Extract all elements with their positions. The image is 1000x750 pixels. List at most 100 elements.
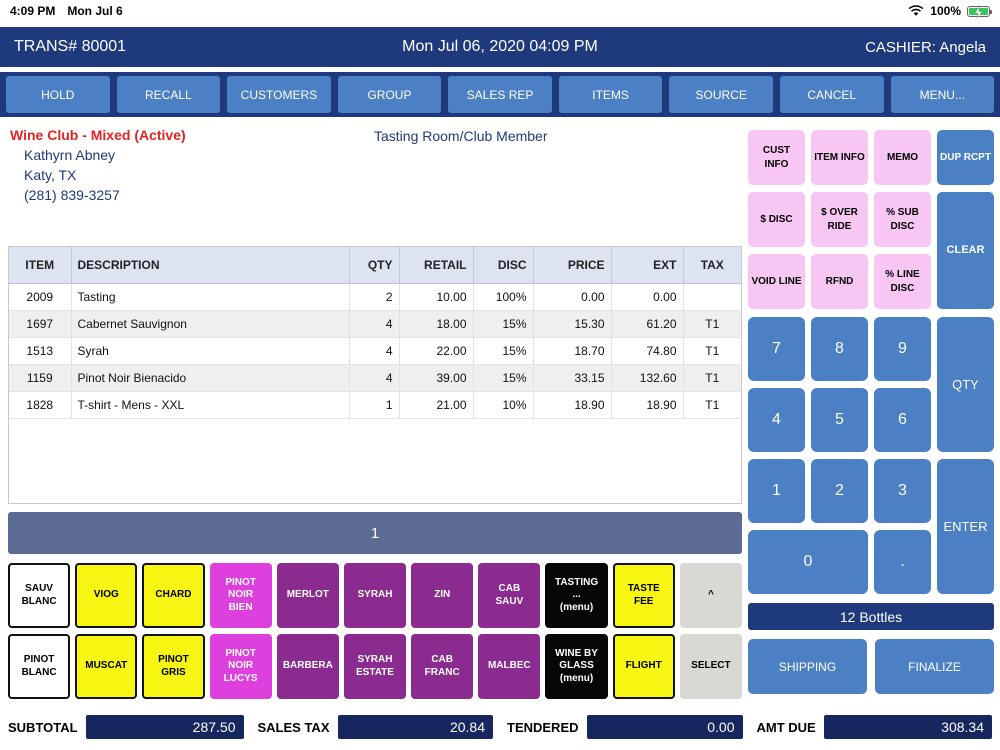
numpad-1-key[interactable]: 1: [748, 459, 805, 523]
totals-bar: SUBTOTAL 287.50 SALES TAX 20.84 TENDERED 0.00…: [0, 712, 1000, 742]
bottle-count-bar: 12 Bottles: [748, 603, 994, 630]
total-amt-due: AMT DUE 308.34: [757, 715, 992, 739]
rfnd-button[interactable]: RFND: [811, 254, 868, 309]
product-pinot-gris-button[interactable]: PINOT GRIS: [142, 634, 205, 699]
product-pinot-noir-lucys-button[interactable]: PINOT NOIR LUCYS: [209, 634, 272, 699]
customer-name: Kathyrn Abney: [24, 146, 116, 163]
item-info-button[interactable]: ITEM INFO: [811, 130, 868, 185]
total-value: 20.84: [337, 715, 493, 739]
cell-item: 1513: [9, 337, 72, 365]
numpad-2-key[interactable]: 2: [811, 459, 868, 523]
page-indicator-bar[interactable]: 1: [8, 512, 742, 554]
numpad-qty-key[interactable]: QTY: [937, 317, 994, 452]
right-panel: CUST INFO ITEM INFO MEMO DUP RCPT $ DISC $ OV…: [748, 130, 994, 694]
cell-retail: 22.00: [399, 337, 474, 365]
numpad-enter-key[interactable]: ENTER: [937, 459, 994, 594]
product-syrah-button[interactable]: SYRAH: [343, 563, 407, 628]
toolbar-menu-button[interactable]: MENU...: [890, 76, 995, 113]
cell-item: 1697: [9, 310, 72, 338]
product-pinot-blanc-button[interactable]: PINOT BLANC: [8, 634, 71, 699]
toolbar-source-button[interactable]: SOURCE: [669, 76, 773, 113]
percent-line-disc-button[interactable]: % LINE DISC: [874, 254, 931, 309]
cell-tax: T1: [683, 310, 741, 338]
transaction-area: Wine Club - Mixed (Active) Kathyrn Abney…: [8, 120, 742, 706]
dollar-override-button[interactable]: $ OVER RIDE: [811, 192, 868, 247]
battery-percent: 100%: [930, 4, 961, 18]
shipping-button[interactable]: SHIPPING: [748, 639, 867, 694]
dollar-disc-button[interactable]: $ DISC: [748, 192, 805, 247]
cust-info-button[interactable]: CUST INFO: [748, 130, 805, 185]
product-scroll-up-button[interactable]: ^: [679, 563, 742, 628]
clear-button[interactable]: CLEAR: [937, 192, 994, 309]
table-row[interactable]: 2009 Tasting 2 10.00 100% 0.00 0.00: [9, 283, 741, 311]
numpad-0-key[interactable]: 0: [748, 530, 868, 594]
product-zin-button[interactable]: ZIN: [411, 563, 474, 628]
numpad-9-key[interactable]: 9: [874, 317, 931, 381]
product-malbec-button[interactable]: MALBEC: [478, 634, 541, 699]
product-syrah-estate-button[interactable]: SYRAH ESTATE: [343, 634, 407, 699]
cell-tax: T1: [683, 391, 741, 419]
numpad-decimal-key[interactable]: .: [874, 530, 931, 594]
numpad-6-key[interactable]: 6: [874, 388, 931, 452]
finalize-button[interactable]: FINALIZE: [875, 639, 994, 694]
dup-rcpt-button[interactable]: DUP RCPT: [937, 130, 994, 185]
product-cab-sauv-button[interactable]: CAB SAUV: [478, 563, 541, 628]
wifi-icon: [908, 5, 924, 16]
memo-button[interactable]: MEMO: [874, 130, 931, 185]
product-flight-button[interactable]: FLIGHT: [612, 634, 675, 699]
action-row: SHIPPING FINALIZE: [748, 639, 994, 694]
product-taste-fee-button[interactable]: TASTE FEE: [612, 563, 675, 628]
toolbar-cancel-button[interactable]: CANCEL: [779, 76, 884, 113]
column-header-tax: TAX: [683, 247, 741, 284]
toolbar-customers-button[interactable]: CUSTOMERS: [227, 76, 331, 113]
status-right: 100%: [908, 4, 992, 18]
table-body: 2009 Tasting 2 10.00 100% 0.00 0.00 1697 Caberne…: [9, 283, 741, 419]
void-line-button[interactable]: VOID LINE: [748, 254, 805, 309]
charging-bolt-icon: [975, 6, 982, 18]
toolbar-sales-rep-button[interactable]: SALES REP: [448, 76, 552, 113]
numpad-8-key[interactable]: 8: [811, 317, 868, 381]
numpad-5-key[interactable]: 5: [811, 388, 868, 452]
percent-sub-disc-button[interactable]: % SUB DISC: [874, 192, 931, 247]
product-cab-franc-button[interactable]: CAB FRANC: [411, 634, 474, 699]
cell-disc: 10%: [473, 391, 534, 419]
toolbar-hold-button[interactable]: HOLD: [6, 76, 110, 113]
table-row[interactable]: 1697 Cabernet Sauvignon 4 18.00 15% 15.30 61.2…: [9, 310, 741, 338]
cell-ext: 74.80: [611, 337, 684, 365]
transaction-header: Mon Jul 06, 2020 04:09 PM TRANS# 80001 C…: [0, 27, 1000, 67]
numpad: 7 8 9 QTY 4 5 6 1 2 3 ENTER 0.: [748, 317, 994, 594]
total-subtotal: SUBTOTAL 287.50: [8, 715, 244, 739]
product-select-button[interactable]: SELECT: [679, 634, 742, 699]
product-barbera-button[interactable]: BARBERA: [276, 634, 339, 699]
numpad-3-key[interactable]: 3: [874, 459, 931, 523]
column-header-disc: DISC: [473, 247, 534, 284]
cell-ext: 0.00: [611, 283, 684, 311]
cell-price: 18.70: [533, 337, 612, 365]
cell-disc: 15%: [473, 364, 534, 392]
numpad-7-key[interactable]: 7: [748, 317, 805, 381]
product-muscat-button[interactable]: MUSCAT: [75, 634, 138, 699]
toolbar-group-button[interactable]: GROUP: [337, 76, 442, 113]
product-sauv-blanc-button[interactable]: SAUV BLANC: [8, 563, 71, 628]
product-pinot-noir-bien-button[interactable]: PINOT NOIR BIEN: [209, 563, 272, 628]
status-time: 4:09 PM: [10, 4, 56, 18]
product-grid: SAUV BLANC VIOG CHARD PINOT NOIR BIEN MERLOT…: [8, 563, 742, 699]
column-header-qty: QTY: [349, 247, 400, 284]
cell-qty: 4: [349, 364, 400, 392]
numpad-4-key[interactable]: 4: [748, 388, 805, 452]
product-tasting-menu-button[interactable]: TASTING ... (menu): [545, 563, 608, 628]
ios-status-bar: 4:09 PM Mon Jul 6 100%: [0, 0, 1000, 22]
table-row[interactable]: 1828 T-shirt - Mens - XXL 1 21.00 10% 18.90 18…: [9, 391, 741, 419]
product-viog-button[interactable]: VIOG: [75, 563, 138, 628]
table-header-row: ITEM DESCRIPTION QTY RETAIL DISC PRICE EXT TAX: [9, 247, 741, 284]
product-merlot-button[interactable]: MERLOT: [276, 563, 339, 628]
table-row[interactable]: 1159 Pinot Noir Bienacido 4 39.00 15% 33.15 13…: [9, 364, 741, 392]
product-wine-by-glass-menu-button[interactable]: WINE BY GLASS (menu): [545, 634, 608, 699]
cell-description: Tasting: [71, 283, 350, 311]
cell-item: 2009: [9, 283, 72, 311]
table-row[interactable]: 1513 Syrah 4 22.00 15% 18.70 74.80 T1: [9, 337, 741, 365]
toolbar-recall-button[interactable]: RECALL: [116, 76, 221, 113]
column-header-item: ITEM: [9, 247, 72, 284]
product-chard-button[interactable]: CHARD: [142, 563, 205, 628]
toolbar-items-button[interactable]: ITEMS: [558, 76, 663, 113]
